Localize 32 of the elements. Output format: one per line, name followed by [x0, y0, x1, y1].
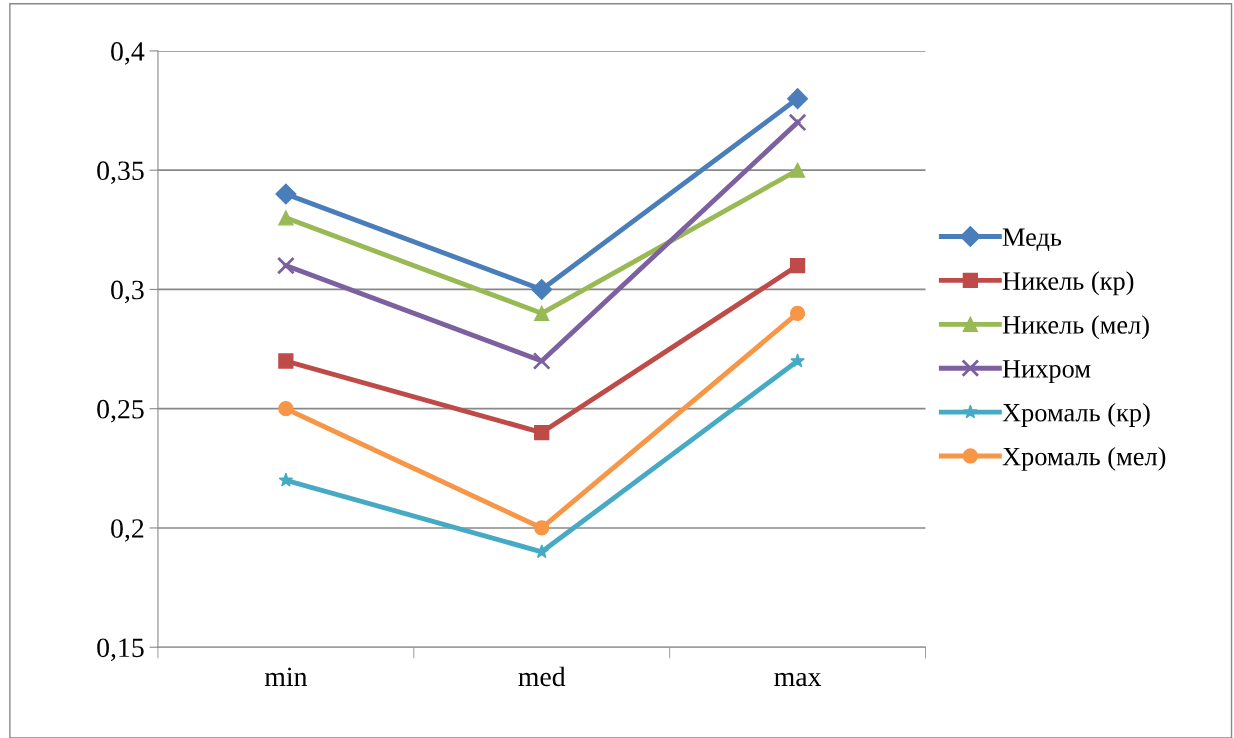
x-tick-label: med [518, 666, 566, 687]
point [790, 353, 805, 368]
y-tick-label: 0,3 [111, 280, 144, 304]
y-tick-label: 0,15 [97, 638, 144, 662]
legend-label: Хромаль (кр) [1002, 403, 1150, 427]
point [276, 256, 295, 275]
point [789, 305, 806, 321]
legend-label: Никель (кр) [1002, 271, 1134, 296]
y-tick-label: 0,2 [111, 519, 144, 542]
legend-label: Хромаль (мел) [1002, 446, 1166, 471]
point [275, 183, 297, 205]
point [789, 257, 806, 274]
point [532, 351, 551, 371]
point [278, 401, 294, 417]
x-tick-label: max [774, 672, 822, 687]
y-tick-label: 0,35 [97, 161, 144, 185]
point [788, 113, 807, 132]
point [534, 305, 550, 321]
x-tick-label: min [264, 667, 308, 686]
legend-label: Медь [1002, 228, 1062, 251]
point [278, 210, 294, 226]
point [278, 353, 294, 369]
point [534, 424, 550, 441]
legend-label: Нихром [1002, 360, 1091, 384]
point [531, 278, 553, 300]
point [534, 520, 550, 536]
point [278, 472, 294, 487]
y-tick-label: 0,25 [97, 399, 144, 423]
y-tick-label: 0,4 [111, 42, 145, 65]
legend-label: Никель (мел) [1002, 315, 1149, 340]
point [787, 88, 809, 110]
point [789, 162, 806, 178]
